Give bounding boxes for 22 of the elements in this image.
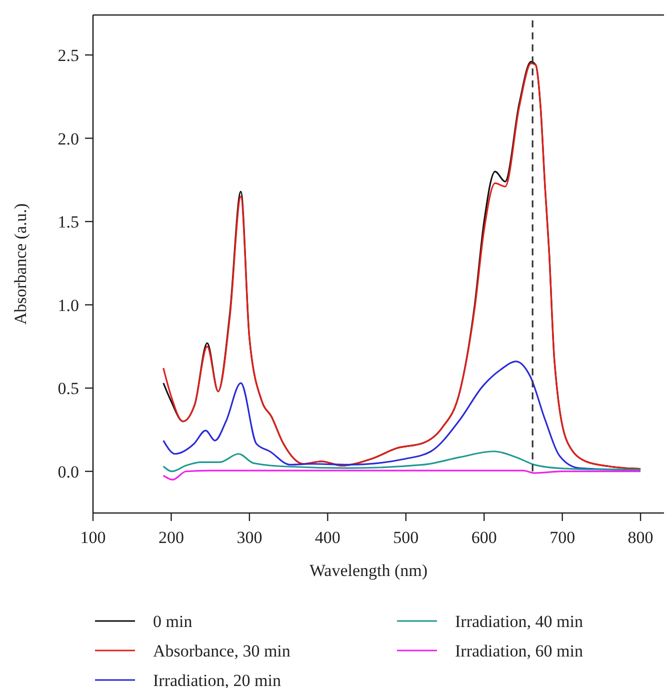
y-tick-label: 2.0: [58, 129, 79, 148]
legend-label: Absorbance, 30 min: [153, 642, 291, 660]
y-tick-label: 1.0: [58, 296, 79, 315]
legend-label: 0 min: [153, 612, 193, 631]
y-tick-label: 2.5: [58, 46, 79, 65]
x-tick-label: 800: [628, 528, 654, 547]
line-series: [162, 470, 642, 480]
legend-label: Irradiation, 40 min: [455, 612, 584, 631]
x-tick-label: 200: [158, 528, 184, 547]
x-tick-label: 300: [236, 528, 262, 547]
x-tick-label: 700: [550, 528, 576, 547]
x-tick-label: 500: [393, 528, 419, 547]
y-tick-label: 1.5: [58, 212, 79, 232]
y-axis-title: Absorbance (a.u.): [11, 203, 30, 325]
x-tick-label: 600: [471, 528, 497, 547]
legend-label: Irradiation, 60 min: [455, 642, 584, 660]
x-axis-title: Wavelength (nm): [309, 561, 428, 580]
x-tick-label: 100: [80, 528, 106, 547]
y-tick-label: 0.0: [58, 462, 79, 482]
x-tick-label: 400: [314, 528, 340, 547]
y-tick-label: 0.5: [58, 379, 79, 398]
line-series: [162, 450, 642, 472]
